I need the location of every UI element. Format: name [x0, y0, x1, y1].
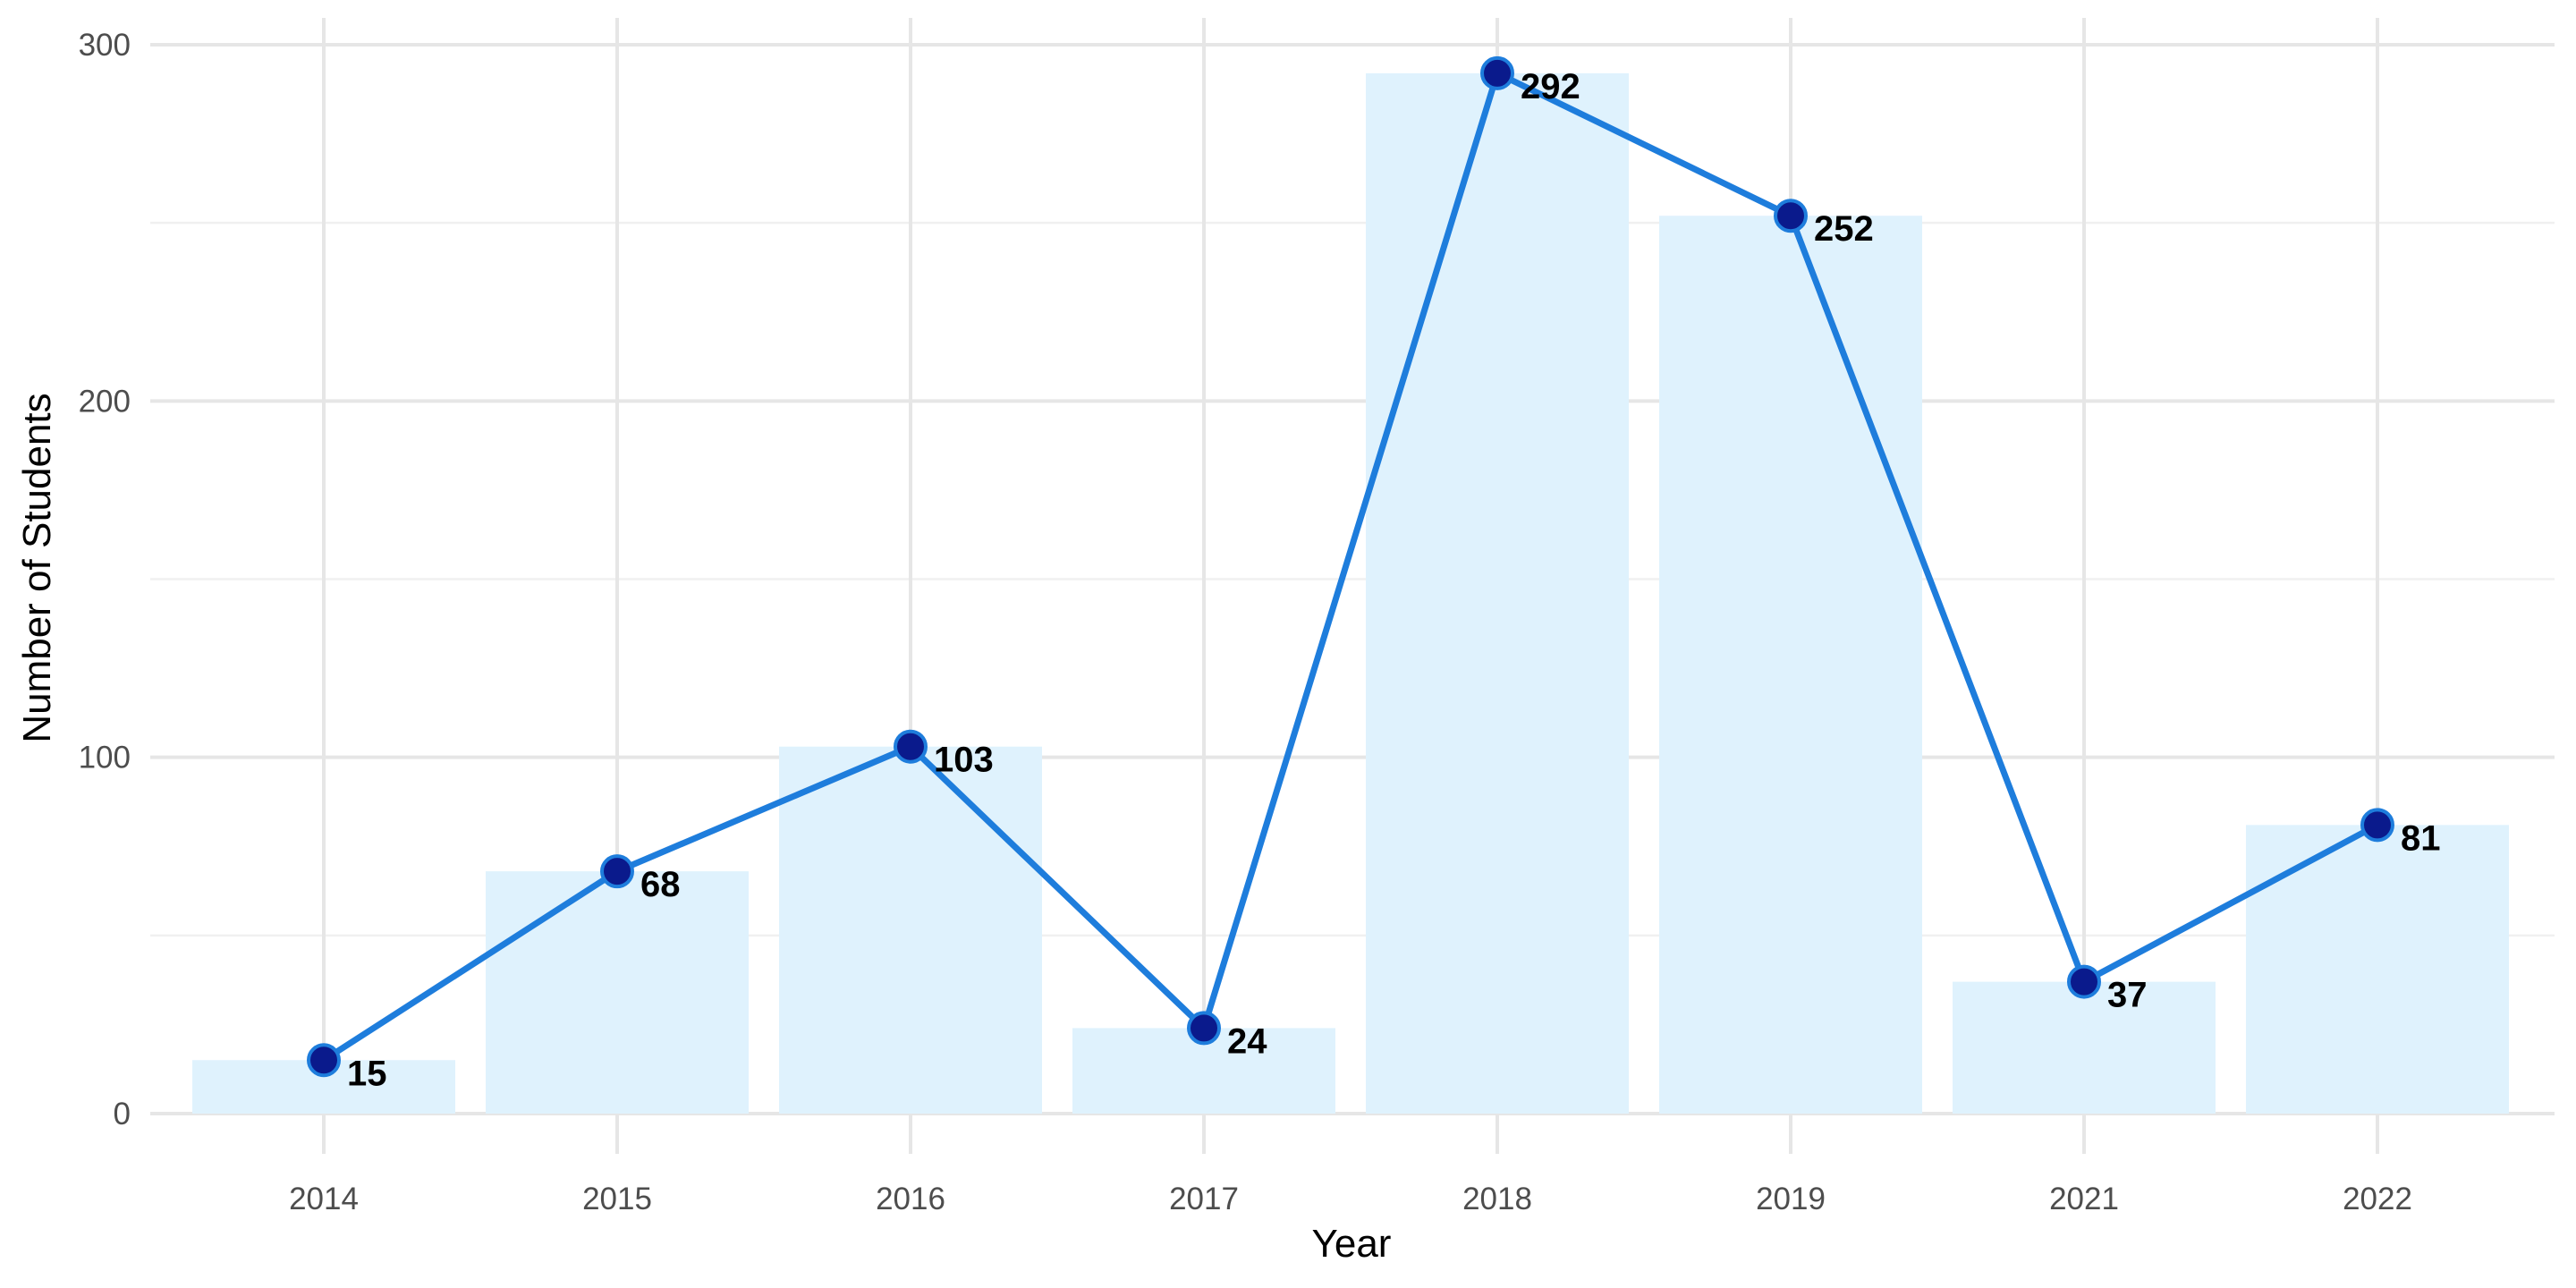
- x-tick-label: 2018: [1462, 1182, 1532, 1216]
- x-tick-label: 2022: [2343, 1182, 2412, 1216]
- y-tick-labels: 0 100 200 300: [79, 28, 131, 1131]
- point-2018: [1480, 55, 1514, 90]
- x-tick-label: 2017: [1169, 1182, 1239, 1216]
- point-2016: [894, 729, 928, 764]
- data-label-2015: 68: [640, 865, 681, 904]
- point-2019: [1774, 199, 1808, 233]
- y-tick-label: 200: [79, 384, 131, 419]
- x-tick-label: 2014: [289, 1182, 359, 1216]
- y-tick-label: 100: [79, 741, 131, 775]
- point-2014: [307, 1043, 341, 1078]
- y-axis-title: Number of Students: [15, 393, 59, 742]
- bar-2018: [1366, 72, 1629, 1114]
- data-label-2016: 103: [934, 741, 994, 780]
- point-2017: [1187, 1011, 1221, 1046]
- x-axis-title: Year: [1312, 1222, 1392, 1266]
- data-label-2017: 24: [1227, 1021, 1267, 1061]
- line-layer: [320, 70, 2381, 1063]
- point-2022: [2360, 808, 2394, 843]
- point-2021: [2067, 964, 2101, 999]
- data-label-2021: 37: [2107, 976, 2148, 1015]
- bar-2022: [2246, 825, 2509, 1114]
- data-label-2022: 81: [2401, 818, 2441, 858]
- y-tick-label: 0: [114, 1097, 131, 1131]
- bar-2015: [486, 871, 749, 1114]
- series-line: [320, 70, 2381, 1063]
- x-tick-label: 2015: [582, 1182, 652, 1216]
- bar-2019: [1659, 216, 1922, 1114]
- data-label-2014: 15: [347, 1054, 387, 1093]
- x-tick-labels: 2014 2015 2016 2017 2018 2019 2021 2022: [289, 1182, 2412, 1216]
- data-label-layer: 15 68 103 24 292 252 37 81: [347, 67, 2441, 1093]
- y-tick-label: 300: [79, 28, 131, 63]
- point-layer: [307, 55, 2394, 1078]
- x-tick-label: 2016: [876, 1182, 945, 1216]
- bar-2021: [1953, 981, 2216, 1114]
- point-2015: [600, 854, 634, 889]
- bar-layer: [192, 72, 2509, 1114]
- x-tick-label: 2021: [2049, 1182, 2119, 1216]
- data-label-2018: 292: [1521, 67, 1580, 106]
- x-tick-label: 2019: [1756, 1182, 1826, 1216]
- data-label-2019: 252: [1814, 209, 1874, 249]
- bar-2016: [779, 746, 1042, 1114]
